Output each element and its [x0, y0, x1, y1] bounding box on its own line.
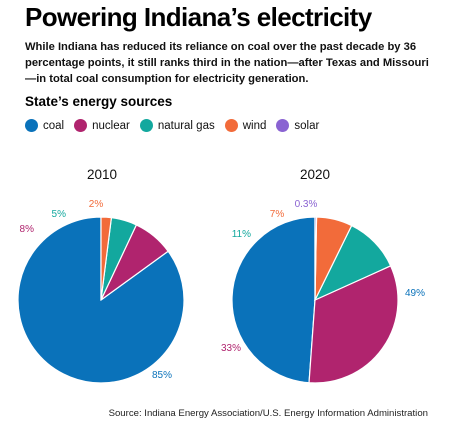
- pie-2020-slice-nuclear: [308, 265, 399, 384]
- intro-text: While Indiana has reduced its reliance o…: [25, 41, 429, 85]
- pie-2020-slice-solar: [314, 216, 318, 301]
- pie-2010-label-coal: 85%: [152, 370, 172, 381]
- legend-swatch-solar: [276, 119, 290, 132]
- legend-item-solar: solar: [276, 119, 319, 132]
- pie-2020-label-coal: 49%: [405, 288, 425, 299]
- pie-2010: 85% 8% 5% 2%: [17, 199, 185, 384]
- legend-label-coal: coal: [43, 119, 65, 132]
- pie-2010-slice-wind: [100, 216, 113, 301]
- legend-swatch-nuclear: [74, 119, 88, 132]
- pie-charts: 85% 8% 5% 2% 49% 33% 11% 7% 0.3%: [17, 199, 425, 384]
- pie-title-2020: 2020: [299, 167, 331, 182]
- pie-2020-label-wind: 7%: [270, 209, 285, 220]
- legend-swatch-coal: [25, 119, 38, 132]
- pie-2010-label-natural-gas: 5%: [52, 209, 67, 220]
- legend-item-natural-gas: natural gas: [139, 119, 215, 132]
- pie-title-2010: 2010: [86, 167, 118, 182]
- legend-swatch-natural-gas: [139, 119, 153, 132]
- legend-title: State’s energy sources: [25, 94, 173, 109]
- pie-2020-label-natural-gas: 11%: [232, 229, 251, 240]
- legend-label-solar: solar: [294, 119, 320, 132]
- page-title: Powering Indiana’s electricity: [25, 2, 372, 32]
- legend-swatch-wind: [224, 119, 238, 132]
- pie-2020-label-solar: 0.3%: [295, 199, 318, 210]
- legend-label-wind: wind: [242, 119, 267, 132]
- legend-label-natural-gas: natural gas: [157, 119, 215, 132]
- pie-2020-slice-coal: [231, 216, 316, 384]
- pie-2020: 49% 33% 11% 7% 0.3%: [221, 199, 425, 384]
- legend-item-nuclear: nuclear: [74, 119, 130, 132]
- legend-label-nuclear: nuclear: [92, 119, 130, 132]
- legend-item-wind: wind: [224, 119, 267, 132]
- legend: coal nuclear natural gas wind solar: [25, 119, 329, 132]
- source-note: Source: Indiana Energy Association/U.S. …: [108, 408, 428, 419]
- pie-2010-label-nuclear: 8%: [20, 224, 35, 235]
- pie-2020-label-nuclear: 33%: [221, 343, 241, 354]
- legend-item-coal: coal: [25, 119, 64, 132]
- pie-2010-slice-coal: [17, 216, 185, 384]
- pie-2010-label-wind: 2%: [89, 199, 104, 210]
